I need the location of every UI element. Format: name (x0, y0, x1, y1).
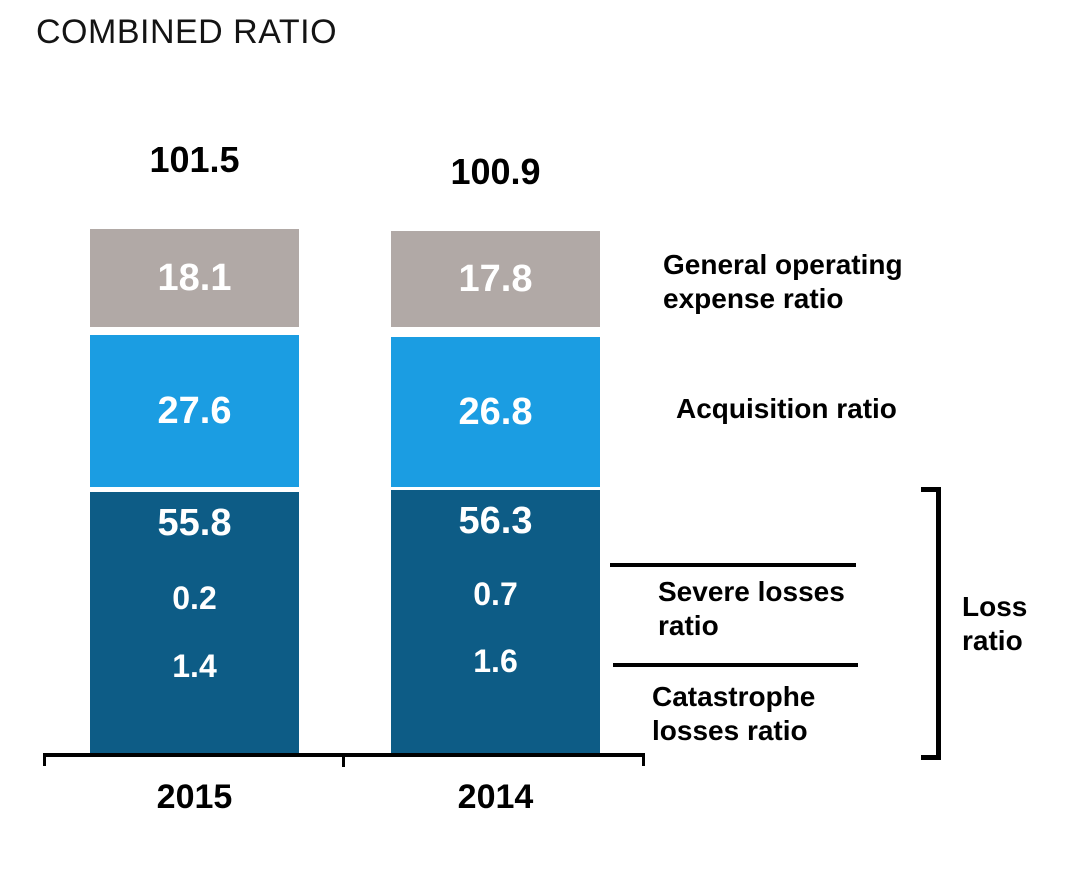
bar-2014-loss: 56.3 0.7 1.6 (391, 490, 600, 753)
bar-2015-loss: 55.8 0.2 1.4 (90, 492, 299, 753)
legend-loss-ratio: Loss ratio (962, 591, 1028, 657)
bar-2014-catastrophe-value: 1.6 (473, 643, 518, 679)
bar-2015-acquisition-value: 27.6 (157, 389, 232, 432)
bar-2014-acquisition: 26.8 (391, 337, 600, 487)
bar-2014-general-value: 17.8 (458, 257, 533, 300)
bar-2014-severe-value: 0.7 (473, 576, 518, 612)
severe-losses-separator-line (610, 563, 856, 567)
catastrophe-losses-separator-line (613, 663, 858, 667)
bar-2014-acquisition-value: 26.8 (458, 390, 533, 433)
legend-severe-losses-ratio: Severe losses ratio (658, 576, 845, 642)
bar-2015-acquisition: 27.6 (90, 335, 299, 487)
bar-2015-severe-value: 0.2 (172, 580, 217, 616)
bar-2015-loss-value: 55.8 (157, 502, 232, 544)
legend-catastrophe-losses-ratio: Catastrophe losses ratio (652, 681, 816, 747)
bar-2015-catastrophe-value: 1.4 (172, 648, 217, 684)
bar-2015-general-operating-expense: 18.1 (90, 229, 299, 327)
bar-2014-general-operating-expense: 17.8 (391, 231, 600, 327)
x-axis-middle-tick (342, 757, 345, 767)
chart-title: COMBINED RATIO (36, 13, 338, 51)
x-axis-line (43, 753, 645, 766)
x-axis-label-2015: 2015 (156, 778, 233, 816)
legend-acquisition-ratio: Acquisition ratio (676, 393, 897, 424)
total-value-2014: 100.9 (450, 151, 541, 192)
x-axis-label-2014: 2014 (457, 778, 534, 816)
total-value-2015: 101.5 (149, 139, 240, 180)
legend-general-operating-expense-ratio: General operating expense ratio (663, 249, 903, 315)
bar-2015-general-value: 18.1 (157, 256, 232, 299)
bar-2014-loss-value: 56.3 (458, 500, 533, 542)
loss-ratio-bracket (921, 487, 941, 760)
